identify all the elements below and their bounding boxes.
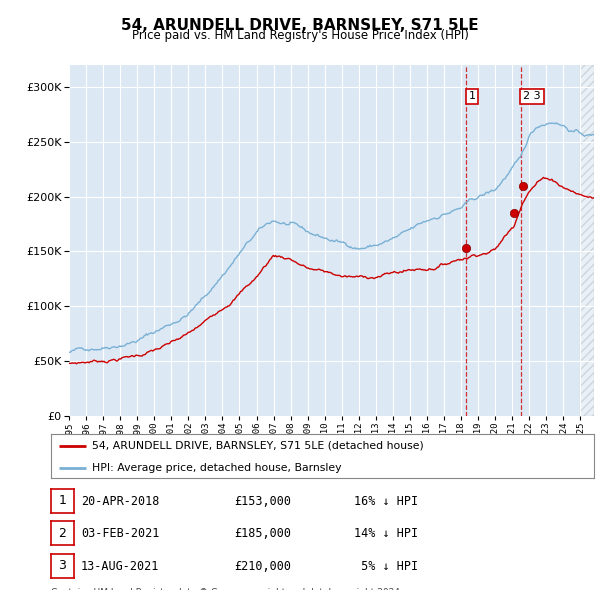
Text: 3: 3	[58, 559, 67, 572]
Text: £153,000: £153,000	[234, 494, 291, 508]
Text: Contains HM Land Registry data © Crown copyright and database right 2024.: Contains HM Land Registry data © Crown c…	[51, 588, 403, 590]
Text: 2 3: 2 3	[523, 91, 541, 101]
Text: 14% ↓ HPI: 14% ↓ HPI	[354, 527, 418, 540]
Text: 16% ↓ HPI: 16% ↓ HPI	[354, 494, 418, 508]
Text: 54, ARUNDELL DRIVE, BARNSLEY, S71 5LE (detached house): 54, ARUNDELL DRIVE, BARNSLEY, S71 5LE (d…	[92, 441, 424, 451]
Text: 20-APR-2018: 20-APR-2018	[81, 494, 160, 508]
Text: 54, ARUNDELL DRIVE, BARNSLEY, S71 5LE: 54, ARUNDELL DRIVE, BARNSLEY, S71 5LE	[121, 18, 479, 32]
Text: 03-FEB-2021: 03-FEB-2021	[81, 527, 160, 540]
Text: 1: 1	[58, 494, 67, 507]
Text: 5% ↓ HPI: 5% ↓ HPI	[354, 559, 418, 573]
Text: 13-AUG-2021: 13-AUG-2021	[81, 559, 160, 573]
Text: Price paid vs. HM Land Registry's House Price Index (HPI): Price paid vs. HM Land Registry's House …	[131, 30, 469, 42]
Text: £210,000: £210,000	[234, 559, 291, 573]
Text: 1: 1	[469, 91, 476, 101]
Text: 2: 2	[58, 527, 67, 540]
Text: £185,000: £185,000	[234, 527, 291, 540]
Bar	[580, 65, 594, 416]
Text: HPI: Average price, detached house, Barnsley: HPI: Average price, detached house, Barn…	[92, 463, 341, 473]
